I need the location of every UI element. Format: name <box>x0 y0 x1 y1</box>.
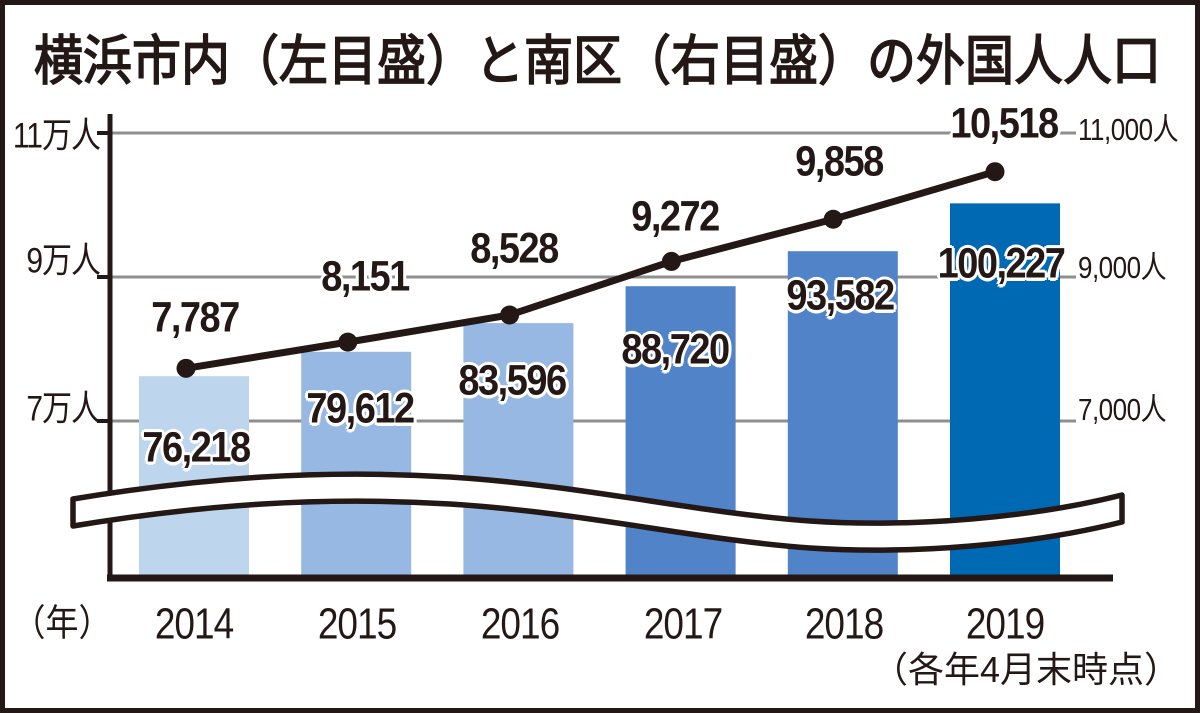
x-axis-year-label: 2014 <box>154 599 234 649</box>
left-axis-tick-label: 9万人 <box>26 241 101 281</box>
chart-title: 横浜市内（左目盛）と南区（右目盛）の外国人人口 <box>34 32 1162 92</box>
x-axis-year-label: 2017 <box>643 599 723 649</box>
x-axis-year-label: 2018 <box>804 599 884 649</box>
footnote: （各年4月末時点） <box>871 649 1180 690</box>
left-axis-tick-label: 11万人 <box>12 116 101 156</box>
line-value-label: 8,528 <box>470 225 559 273</box>
right-axis-tick-label: 7,000人 <box>1078 391 1167 428</box>
bar-2015 <box>301 351 412 578</box>
line-point-2018 <box>823 209 843 229</box>
line-value-label: 9,858 <box>795 138 884 186</box>
line-point-2014 <box>176 358 196 378</box>
line-series <box>182 168 999 372</box>
bar-value-label: 88,720 <box>621 326 730 374</box>
line-point-2016 <box>500 305 520 325</box>
line-point-2015 <box>338 332 358 352</box>
line-point-2019 <box>985 162 1005 182</box>
left-axis-tick-label: 7万人 <box>26 389 101 429</box>
bar-value-label: 100,227 <box>937 240 1066 288</box>
line-value-label: 8,151 <box>321 253 410 301</box>
bar-2016 <box>463 323 574 578</box>
axis-break-wave <box>70 471 1125 553</box>
line-point-2017 <box>661 251 681 271</box>
x-axis-year-label: 2016 <box>480 599 560 649</box>
x-axis-year-label: 2015 <box>317 599 397 649</box>
right-axis-tick-label: 11,000人 <box>1078 111 1179 148</box>
x-axis-unit-label: （年） <box>12 601 112 644</box>
x-axis-year-label: 2019 <box>965 599 1045 649</box>
line-value-label: 9,272 <box>631 193 720 241</box>
right-axis-tick-label: 9,000人 <box>1078 249 1167 286</box>
line-value-label: 7,787 <box>151 294 240 342</box>
bar-value-label: 93,582 <box>786 272 895 320</box>
bar-value-label: 76,218 <box>142 424 251 472</box>
line-value-label: 10,518 <box>950 100 1059 148</box>
bar-value-label: 79,612 <box>306 385 415 433</box>
bar-value-label: 83,596 <box>458 357 567 405</box>
